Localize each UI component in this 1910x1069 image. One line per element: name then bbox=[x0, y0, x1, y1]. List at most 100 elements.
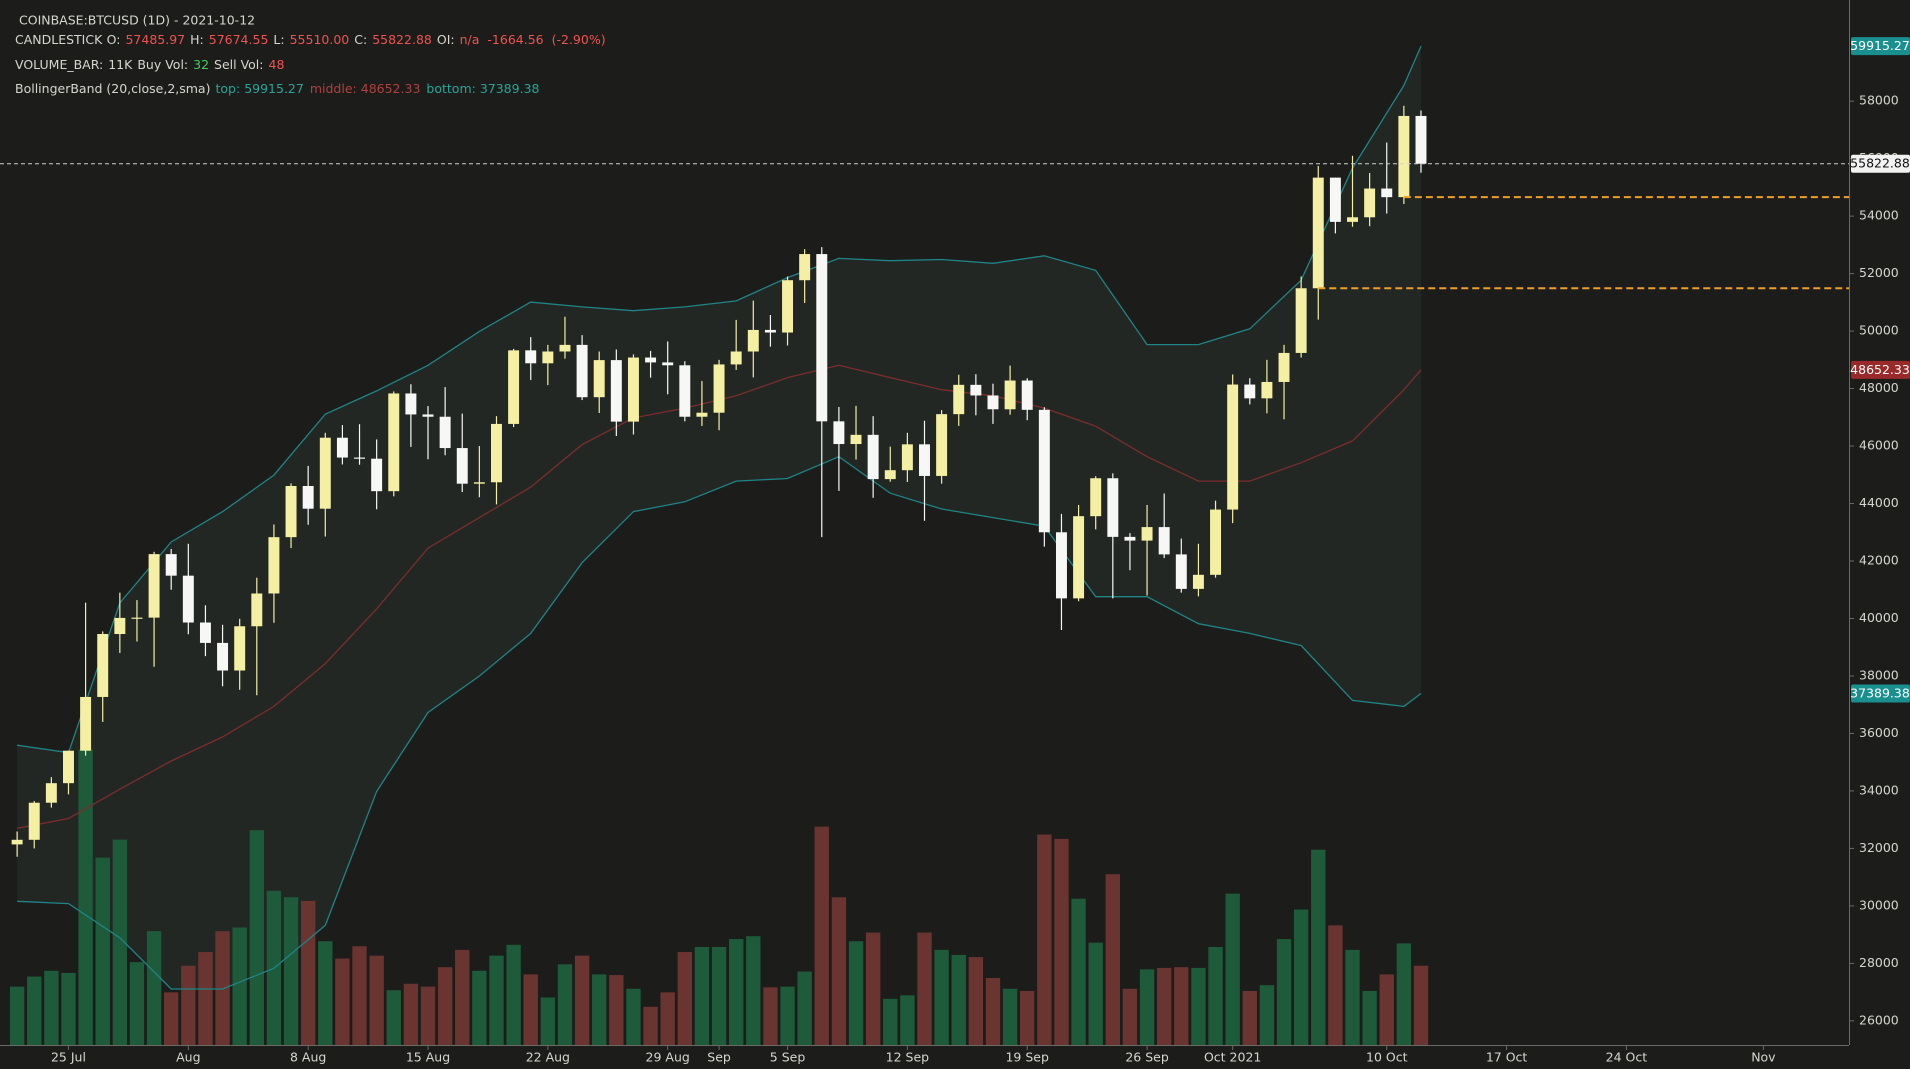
price-badge-label: 37389.38 bbox=[1850, 686, 1910, 701]
plot-area bbox=[0, 45, 1849, 1045]
volume-bar bbox=[1293, 909, 1309, 1045]
candle-body bbox=[45, 783, 57, 803]
candle-body bbox=[114, 617, 126, 635]
candle-body bbox=[456, 448, 468, 484]
x-tick-label: 26 Sep bbox=[1125, 1050, 1169, 1065]
volume-bar bbox=[609, 975, 624, 1045]
volume-bar bbox=[1088, 942, 1103, 1045]
candle-body bbox=[1210, 509, 1222, 575]
candle-body bbox=[1004, 380, 1016, 410]
volume-bar bbox=[1071, 898, 1086, 1045]
volume-bar bbox=[386, 990, 401, 1045]
volume-bar bbox=[1002, 988, 1018, 1045]
candle-body bbox=[302, 485, 314, 509]
candle-body bbox=[1107, 478, 1119, 537]
candle-body bbox=[1124, 536, 1136, 541]
candle-body bbox=[816, 254, 828, 422]
candle-body bbox=[336, 437, 348, 458]
volume-bar bbox=[1362, 990, 1377, 1045]
volume-bar bbox=[1225, 893, 1240, 1045]
legend-label: OI: bbox=[437, 32, 455, 47]
volume-bar bbox=[1020, 990, 1035, 1045]
candle-body bbox=[884, 470, 896, 480]
volume-bar bbox=[1345, 949, 1360, 1045]
candle-body bbox=[1329, 177, 1341, 222]
legend-label: top: bbox=[215, 81, 240, 96]
volume-bar bbox=[1156, 967, 1172, 1045]
band-line bbox=[17, 455, 1422, 990]
legend-value: 48 bbox=[269, 57, 285, 72]
candle-body bbox=[1175, 554, 1187, 589]
candle-body bbox=[713, 364, 725, 413]
candle-body bbox=[953, 384, 965, 415]
legend-label: middle: bbox=[310, 81, 357, 96]
y-tick-label: 44000 bbox=[1859, 495, 1899, 510]
x-tick-label: 22 Aug bbox=[526, 1050, 570, 1065]
candle-body bbox=[850, 434, 862, 445]
x-tick-label: Nov bbox=[1751, 1050, 1776, 1065]
candle-body bbox=[987, 395, 999, 410]
overlay: 26000 28000 30000 32000 34000 36000 38000 40000… bbox=[51, 37, 1910, 1065]
volume-bar bbox=[318, 941, 333, 1045]
volume-bar bbox=[146, 931, 162, 1045]
legend-value: 57485.97 bbox=[125, 32, 185, 47]
y-tick-label: 30000 bbox=[1859, 897, 1899, 912]
candle-body bbox=[148, 554, 160, 618]
volume-bar bbox=[694, 946, 710, 1045]
candle-body bbox=[645, 357, 657, 363]
candle-body bbox=[388, 393, 400, 492]
candle-body bbox=[1415, 115, 1427, 164]
candle-body bbox=[747, 329, 759, 352]
candle-body bbox=[1312, 177, 1324, 289]
candle-body bbox=[1364, 188, 1376, 218]
x-tick-label: Oct 2021 bbox=[1204, 1050, 1261, 1065]
band-fill bbox=[17, 46, 1422, 990]
x-tick-label: 24 Oct bbox=[1606, 1050, 1648, 1065]
volume-bar bbox=[27, 976, 42, 1045]
volume-bar bbox=[1379, 974, 1394, 1045]
volume-bar bbox=[934, 949, 949, 1045]
volume-bar bbox=[643, 1006, 658, 1045]
legend-value: 55822.88 bbox=[372, 32, 432, 47]
volume-bar bbox=[437, 967, 453, 1045]
candle-body bbox=[28, 802, 40, 840]
y-tick-label: 58000 bbox=[1859, 93, 1899, 108]
volume-bar bbox=[1259, 985, 1275, 1045]
candle-body bbox=[491, 423, 502, 483]
volume-bar bbox=[1242, 990, 1257, 1045]
price-badge-label: 59915.27 bbox=[1850, 38, 1910, 53]
volume-bar bbox=[831, 897, 847, 1045]
y-tick-label: 26000 bbox=[1859, 1012, 1899, 1027]
volume-bar bbox=[728, 939, 744, 1045]
candle-body bbox=[234, 626, 246, 671]
volume-bar bbox=[181, 965, 196, 1045]
candle-body bbox=[371, 458, 383, 492]
volume-bar bbox=[1208, 946, 1223, 1045]
volume-bar bbox=[592, 974, 607, 1045]
volume-bar bbox=[1328, 925, 1343, 1045]
volume-bar bbox=[677, 952, 693, 1045]
volume-bar bbox=[369, 955, 384, 1045]
volume-bar bbox=[44, 970, 59, 1045]
volume-bar bbox=[626, 988, 641, 1045]
candle-body bbox=[1158, 527, 1170, 555]
volume-bar bbox=[129, 962, 145, 1045]
volume-bar bbox=[455, 949, 470, 1045]
legend-label: C: bbox=[354, 32, 367, 47]
volume-bar bbox=[780, 986, 795, 1045]
candle-body bbox=[679, 365, 691, 417]
candle-body bbox=[80, 696, 92, 751]
y-tick-label: 48000 bbox=[1859, 380, 1899, 395]
candle-body bbox=[867, 434, 879, 480]
volume-bar bbox=[164, 992, 179, 1045]
legend-value: 37389.38 bbox=[480, 81, 540, 96]
candle-body bbox=[1192, 574, 1204, 589]
candle-body bbox=[1381, 188, 1393, 198]
volume-bar bbox=[489, 955, 504, 1045]
candle-body bbox=[542, 351, 554, 364]
y-tick-label: 38000 bbox=[1859, 667, 1899, 682]
volume-bar bbox=[883, 998, 898, 1045]
volume-bar bbox=[917, 932, 932, 1045]
band-line bbox=[16, 364, 1422, 829]
